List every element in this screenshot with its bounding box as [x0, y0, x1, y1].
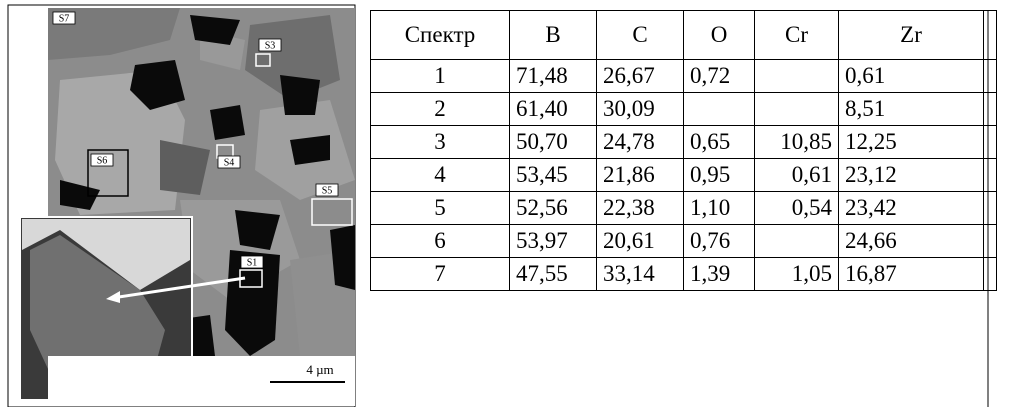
region-label: S6: [97, 155, 108, 166]
table-cell: [984, 192, 997, 225]
region-label: S4: [224, 157, 235, 168]
region-label: S1: [247, 257, 258, 268]
region-label: S7: [59, 13, 70, 24]
table-cell: 71,48: [510, 60, 597, 93]
header-cell: O: [684, 11, 755, 60]
table-cell: 16,87: [839, 258, 984, 291]
table-cell: 6: [371, 225, 510, 258]
table-cell: 0,95: [684, 159, 755, 192]
table-cell: 0,76: [684, 225, 755, 258]
table-cell: 0,65: [684, 126, 755, 159]
table-cell: [984, 225, 997, 258]
header-cell: C: [597, 11, 684, 60]
table-cell: [984, 11, 997, 60]
table-cell: 23,42: [839, 192, 984, 225]
table-cell: 2: [371, 93, 510, 126]
table-cell: 10,85: [755, 126, 839, 159]
table-cell: [684, 93, 755, 126]
region-label: S5: [322, 185, 333, 196]
scale-label: 4 µm: [306, 362, 333, 377]
region-label: S3: [265, 40, 276, 51]
table-cell: [984, 60, 997, 93]
table-cell: 61,40: [510, 93, 597, 126]
table-cell: 0,61: [755, 159, 839, 192]
header-cell: Zr: [839, 11, 984, 60]
header-cell: Cr: [755, 11, 839, 60]
header-cell: B: [510, 11, 597, 60]
table-cell: 3: [371, 126, 510, 159]
table-cell: 33,14: [597, 258, 684, 291]
table-cell: 47,55: [510, 258, 597, 291]
table-cell: 21,86: [597, 159, 684, 192]
table-cell: 26,67: [597, 60, 684, 93]
table-cell: 22,38: [597, 192, 684, 225]
table-cell: 24,78: [597, 126, 684, 159]
table-cell: 24,66: [839, 225, 984, 258]
table-cell: 5: [371, 192, 510, 225]
table-cell: 1: [371, 60, 510, 93]
table-cell: 1,39: [684, 258, 755, 291]
table-cell: [984, 126, 997, 159]
table-cell: 7: [371, 258, 510, 291]
table-cell: [984, 258, 997, 291]
table-cell: 12,25: [839, 126, 984, 159]
table-cell: 0,54: [755, 192, 839, 225]
table-cell: [755, 225, 839, 258]
table-cell: [984, 159, 997, 192]
table-cell: 30,09: [597, 93, 684, 126]
table-cell: [984, 93, 997, 126]
table-cell: 53,97: [510, 225, 597, 258]
table-cell: 1,05: [755, 258, 839, 291]
table-cell: 23,12: [839, 159, 984, 192]
table-cell: 8,51: [839, 93, 984, 126]
header-cell: Спектр: [371, 11, 510, 60]
page: 4 µm S7S3S6S4S5S1 СпектрBCOCrZr171,4826,…: [0, 0, 1034, 407]
table-cell: 0,72: [684, 60, 755, 93]
table-cell: 50,70: [510, 126, 597, 159]
table-cell: 0,61: [839, 60, 984, 93]
table-cell: 1,10: [684, 192, 755, 225]
table-cell: [755, 60, 839, 93]
table-cell: 52,56: [510, 192, 597, 225]
table-cell: 20,61: [597, 225, 684, 258]
table-cell: 4: [371, 159, 510, 192]
table-cell: [755, 93, 839, 126]
table-cell: 53,45: [510, 159, 597, 192]
